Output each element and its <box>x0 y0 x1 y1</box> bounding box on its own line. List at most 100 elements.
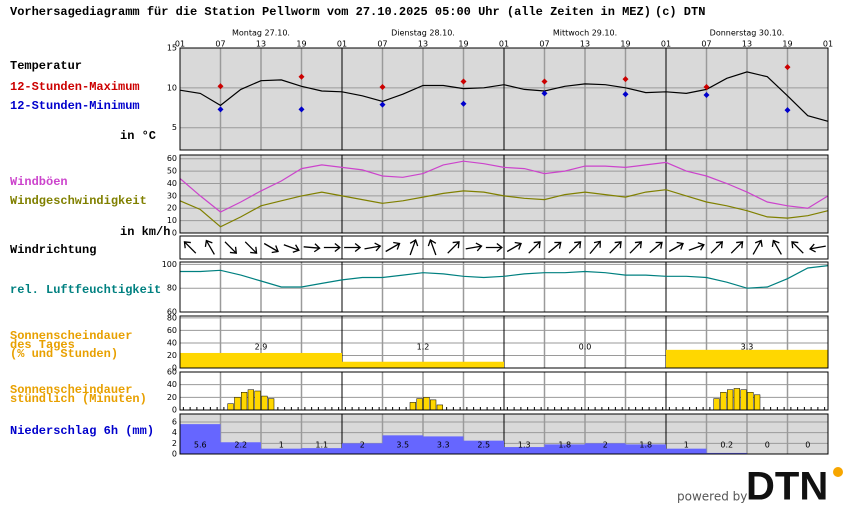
bar <box>301 448 342 454</box>
zero-mark <box>223 407 225 410</box>
zero-mark <box>655 407 657 410</box>
zero-mark <box>675 407 677 410</box>
y-tick-label: 60 <box>167 326 177 335</box>
zero-mark <box>358 407 360 410</box>
bar-label: 1 <box>684 441 689 450</box>
hour-label: 01 <box>337 40 347 49</box>
panel-label: des Tages <box>10 338 75 352</box>
zero-mark <box>790 407 792 410</box>
y-tick-label: 40 <box>167 380 177 389</box>
wind-arrow <box>609 241 622 254</box>
wind-arrow <box>528 241 541 254</box>
marker <box>217 83 224 90</box>
wind-arrow <box>629 241 643 254</box>
zero-mark <box>290 407 292 410</box>
zero-mark <box>189 407 191 410</box>
powered-by: powered by <box>677 490 747 504</box>
bar <box>720 392 727 411</box>
wind-arrow <box>224 241 238 254</box>
marker <box>703 84 710 91</box>
y-tick-label: 50 <box>167 167 177 176</box>
zero-mark <box>581 407 583 410</box>
zero-mark <box>371 407 373 410</box>
y-tick-label: 6 <box>172 418 177 427</box>
zero-mark <box>702 407 704 410</box>
zero-mark <box>547 407 549 410</box>
zero-mark <box>338 407 340 410</box>
zero-mark <box>682 407 684 410</box>
wind-arrow <box>808 243 826 253</box>
zero-mark <box>817 407 819 410</box>
marker <box>541 78 548 85</box>
zero-mark <box>473 407 475 410</box>
y-tick-label: 30 <box>167 191 177 200</box>
y-tick-label: 2 <box>172 439 177 448</box>
hour-label: 07 <box>701 40 711 49</box>
bar <box>423 397 430 411</box>
bar-label: 1.1 <box>315 441 328 450</box>
wind-arrow <box>344 242 362 253</box>
zero-mark <box>810 407 812 410</box>
panel-border <box>179 371 829 411</box>
wind-arrow <box>568 241 582 254</box>
bar-label: 1.3 <box>518 441 531 450</box>
day-label: Dienstag 28.10. <box>391 29 455 38</box>
bar <box>733 388 740 411</box>
bar <box>747 392 754 411</box>
zero-mark <box>317 407 319 410</box>
bar <box>409 402 416 411</box>
panel-label: Windrichtung <box>10 243 96 257</box>
bar <box>436 404 443 411</box>
zero-mark <box>331 407 333 410</box>
bar <box>416 398 423 411</box>
hour-label: 01 <box>175 40 185 49</box>
wind-arrow <box>409 239 419 256</box>
hour-label: 13 <box>256 40 266 49</box>
panel-border <box>179 154 829 234</box>
marker <box>298 106 305 113</box>
y-tick-label: 4 <box>172 428 177 437</box>
panel-border <box>179 47 829 151</box>
y-tick-label: 100 <box>162 260 177 269</box>
zero-mark <box>452 407 454 410</box>
unit-label: in °C <box>120 129 156 143</box>
legend-label: Windgeschwindigkeit <box>10 194 147 208</box>
wind-arrow <box>771 239 782 255</box>
bar-label: 0 <box>765 441 770 450</box>
zero-mark <box>574 407 576 410</box>
zero-mark <box>405 407 407 410</box>
wind-arrow <box>427 239 437 256</box>
bar <box>727 389 734 411</box>
zero-mark <box>628 407 630 410</box>
zero-mark <box>446 407 448 410</box>
zero-mark <box>324 407 326 410</box>
bar <box>261 448 302 454</box>
marker <box>703 92 710 99</box>
wind-arrow <box>183 241 197 254</box>
wind-arrow <box>364 242 382 252</box>
series-line <box>180 265 829 289</box>
y-tick-label: 20 <box>167 351 177 360</box>
y-tick-label: 0 <box>172 364 177 373</box>
zero-mark <box>614 407 616 410</box>
bar-label: 1 <box>279 441 284 450</box>
wind-arrow <box>752 239 763 255</box>
wind-arrow <box>447 241 460 254</box>
bar-label: 1.8 <box>639 441 652 450</box>
zero-mark <box>567 407 569 410</box>
y-tick-label: 10 <box>167 216 177 225</box>
bar <box>247 389 254 411</box>
zero-mark <box>797 407 799 410</box>
bar <box>342 443 383 454</box>
y-tick-label: 15 <box>167 44 177 53</box>
panel-label: (% und Stunden) <box>10 347 118 361</box>
zero-mark <box>709 407 711 410</box>
bar <box>261 395 268 411</box>
zero-mark <box>284 407 286 410</box>
hour-label: 13 <box>580 40 590 49</box>
hour-label: 01 <box>661 40 671 49</box>
bar-label: 3.3 <box>437 441 450 450</box>
wind-arrow <box>323 242 341 253</box>
bar <box>180 424 221 454</box>
